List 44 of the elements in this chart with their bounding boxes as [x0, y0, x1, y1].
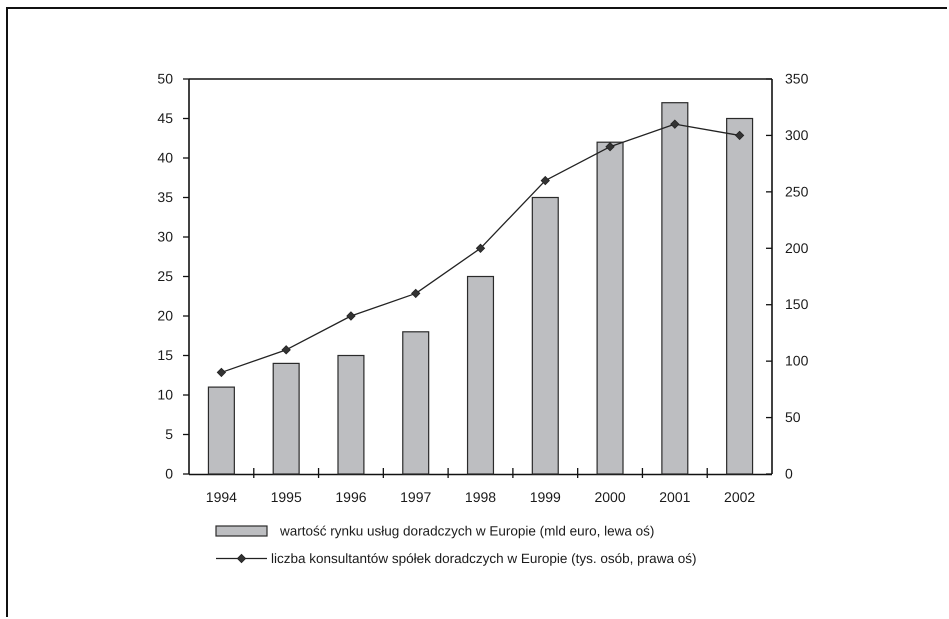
- x-tick-label: 1994: [206, 488, 238, 505]
- y2-tick-label: 0: [785, 465, 793, 482]
- point: [735, 130, 744, 140]
- point: [606, 142, 615, 152]
- point: [540, 176, 550, 186]
- y2-tick-label: 50: [785, 409, 801, 426]
- bar: [272, 362, 300, 475]
- y-tick-label: 25: [157, 268, 174, 284]
- y2-tick-label: 300: [785, 126, 809, 143]
- y2-tick-label: 350: [785, 70, 809, 86]
- y-tick-label: 5: [165, 426, 174, 442]
- y-tick-label: 35: [157, 188, 174, 205]
- y2-tick-label: 200: [785, 240, 809, 256]
- y-tick-label: 30: [157, 228, 174, 244]
- x-tick-label: 1999: [530, 488, 562, 505]
- y-tick-label: 45: [157, 110, 174, 126]
- x-tick-label: 1995: [270, 488, 302, 505]
- legend-label: wartość rynku usług doradczych w Europie (mld euro, lewa oś): [279, 524, 654, 539]
- point: [411, 288, 420, 298]
- y-tick-label: 20: [157, 307, 174, 324]
- x-tick-label: 1997: [400, 488, 432, 505]
- x-tick-label: 2001: [659, 488, 691, 505]
- y2-tick-label: 100: [785, 352, 809, 369]
- x-tick-label: 1998: [464, 488, 496, 505]
- point: [216, 368, 226, 377]
- y2-tick-label: 250: [785, 183, 809, 200]
- bar: [402, 331, 430, 475]
- x-tick-label: 2000: [594, 488, 626, 505]
- bar: [337, 354, 364, 475]
- y-tick-label: 50: [157, 70, 174, 86]
- point: [346, 311, 356, 321]
- bar: [208, 386, 235, 475]
- point: [476, 244, 486, 253]
- x-tick-label: 2002: [724, 488, 756, 505]
- point: [282, 345, 291, 354]
- y-tick-label: 40: [157, 149, 174, 166]
- y-tick-label: 10: [157, 386, 174, 402]
- y-tick-label: 0: [165, 465, 174, 482]
- x-tick-label: 1996: [335, 488, 367, 505]
- point: [670, 120, 680, 129]
- legend-label: liczba konsultantów spółek doradczych w Europie (tys. osób, prawa oś): [271, 551, 696, 566]
- y-tick-label: 15: [157, 346, 174, 363]
- bar: [466, 276, 494, 475]
- y2-tick-label: 150: [785, 296, 809, 312]
